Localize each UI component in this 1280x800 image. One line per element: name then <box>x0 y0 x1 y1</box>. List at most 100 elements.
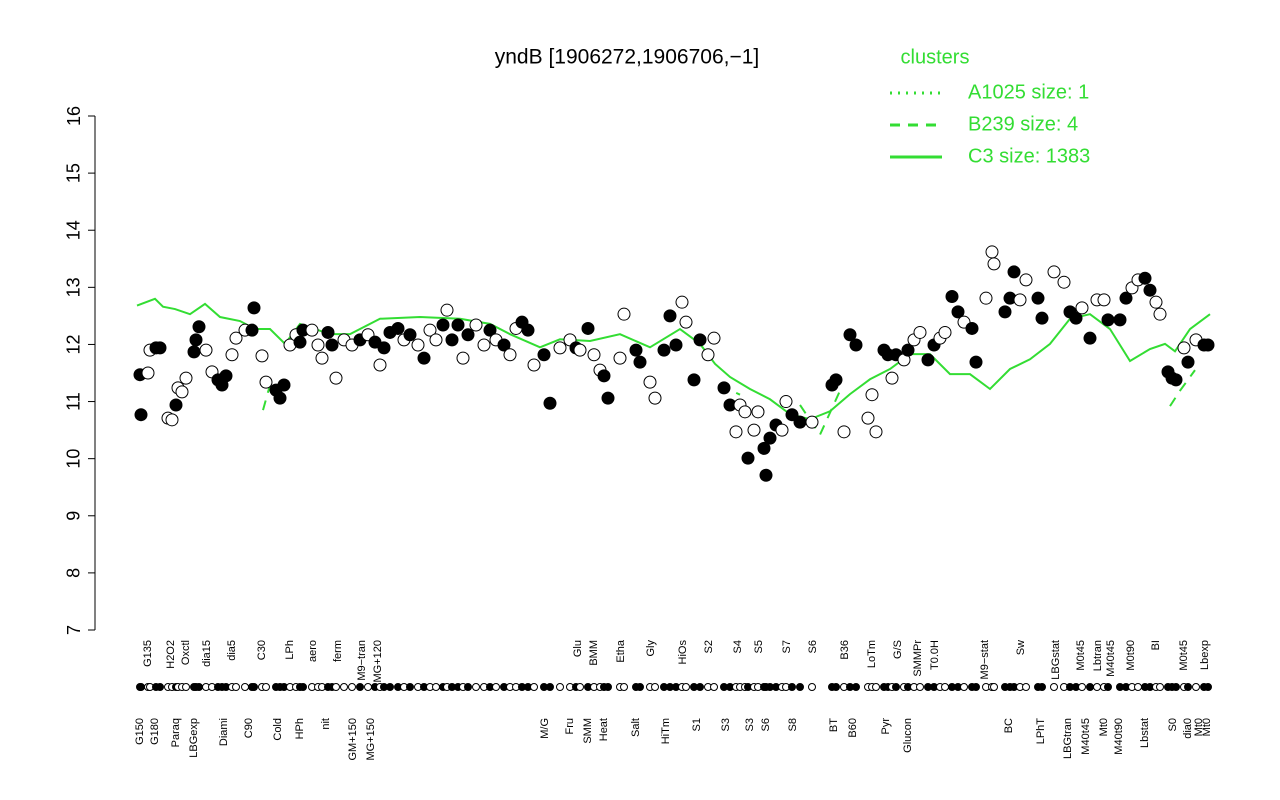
data-point <box>377 341 391 355</box>
data-point <box>1101 313 1115 327</box>
data-point <box>717 381 731 395</box>
x-tick-label: M/G <box>539 718 551 739</box>
data-point <box>1201 338 1215 352</box>
y-tick-label: 7 <box>64 625 84 635</box>
condition-dot <box>232 683 240 691</box>
x-tick-label: LBGtran <box>1062 718 1074 759</box>
data-point <box>679 315 693 329</box>
x-tick-label: Sw <box>1015 640 1027 655</box>
x-tick-label: Lbtran <box>1092 640 1104 671</box>
condition-dot <box>696 683 704 691</box>
legend-title: clusters <box>901 46 970 68</box>
data-point <box>423 323 437 337</box>
data-point <box>775 423 789 437</box>
y-tick-label: 12 <box>64 334 84 354</box>
data-point <box>451 318 465 332</box>
data-point <box>245 323 259 337</box>
x-tick-label: S7 <box>781 640 793 653</box>
x-tick-label: S6 <box>760 718 772 731</box>
condition-dot <box>195 683 203 691</box>
data-point <box>747 423 761 437</box>
data-point <box>321 325 335 339</box>
x-tick-label: G150 <box>134 718 146 745</box>
data-point <box>255 349 269 363</box>
data-point <box>1013 293 1027 307</box>
x-tick-label: Mt0 <box>1193 718 1205 736</box>
data-point <box>175 385 189 399</box>
x-tick-label: Salt <box>630 718 642 737</box>
x-tick-label: nit <box>320 718 332 730</box>
data-point <box>633 355 647 369</box>
data-point <box>436 318 450 332</box>
x-tick-label: LBGstat <box>1050 640 1062 680</box>
condition-dot <box>604 683 612 691</box>
data-point <box>587 348 601 362</box>
data-point <box>537 348 551 362</box>
x-tick-label: S8 <box>787 718 799 731</box>
data-point <box>153 341 167 355</box>
data-point <box>1119 291 1133 305</box>
data-point <box>613 351 627 365</box>
condition-dot <box>1078 683 1086 691</box>
data-point <box>169 398 183 412</box>
x-tick-label: S0 <box>1167 718 1179 731</box>
x-tick-label: BMM <box>588 640 600 666</box>
condition-dot <box>972 683 980 691</box>
condition-dot <box>1172 683 1180 691</box>
data-point <box>199 343 213 357</box>
data-point <box>921 353 935 367</box>
data-point <box>738 405 752 419</box>
data-point <box>391 321 405 335</box>
data-point <box>445 333 459 347</box>
x-tick-label: B60 <box>847 718 859 738</box>
x-tick-label: S2 <box>703 640 715 653</box>
data-point <box>477 338 491 352</box>
data-point <box>581 321 595 335</box>
x-tick-label: Heat <box>598 718 610 741</box>
x-tick-label: LPhT <box>1035 718 1047 745</box>
condition-dot <box>576 683 584 691</box>
condition-dot <box>808 683 816 691</box>
x-tick-label: S6 <box>807 640 819 653</box>
condition-dot <box>1038 683 1046 691</box>
data-point <box>805 415 819 429</box>
x-tick-label: LBGexp <box>188 718 200 758</box>
condition-dot <box>137 683 145 691</box>
x-tick-label: HiTm <box>660 718 672 744</box>
x-tick-label: S5 <box>753 640 765 653</box>
condition-dot <box>262 683 270 691</box>
data-point <box>701 348 715 362</box>
x-tick-label: Lbstat <box>1139 718 1151 748</box>
x-tick-label: S3 <box>744 718 756 731</box>
x-tick-label: BT <box>828 718 840 732</box>
data-point <box>417 351 431 365</box>
cluster-line <box>262 384 271 411</box>
condition-dot <box>1093 683 1101 691</box>
y-tick-label: 15 <box>64 163 84 183</box>
condition-dot <box>1184 683 1192 691</box>
data-point <box>987 257 1001 271</box>
data-point <box>1031 291 1045 305</box>
data-point <box>829 373 843 387</box>
condition-dot <box>1050 683 1058 691</box>
x-tick-label: B36 <box>839 640 851 660</box>
data-point <box>785 408 799 422</box>
data-point <box>325 338 339 352</box>
x-tick-label: aero <box>307 640 319 662</box>
data-point <box>657 343 671 357</box>
data-point <box>329 371 343 385</box>
condition-dot <box>364 683 372 691</box>
data-point <box>247 301 261 315</box>
data-point <box>483 323 497 337</box>
condition-dot <box>1086 683 1094 691</box>
condition-dot <box>472 683 480 691</box>
data-point <box>429 333 443 347</box>
data-point <box>617 307 631 321</box>
condition-dot <box>1104 683 1112 691</box>
condition-dot <box>182 683 190 691</box>
condition-dot <box>796 683 804 691</box>
condition-dot <box>682 683 690 691</box>
x-tick-label: H2O2 <box>165 640 177 669</box>
x-tick-label: BC <box>1003 718 1015 733</box>
condition-dot <box>852 683 860 691</box>
